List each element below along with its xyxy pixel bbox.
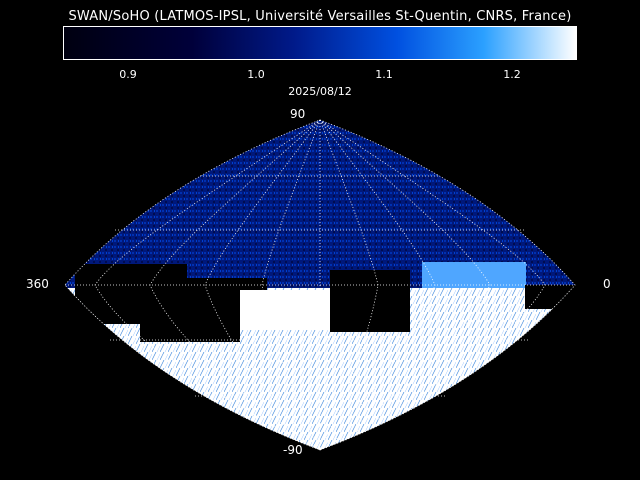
label-lat-top: 90 [290, 107, 306, 121]
colorbar-tick: 0.9 [119, 68, 137, 81]
label-lat-bottom: -90 [283, 443, 303, 457]
colorbar [63, 26, 577, 60]
colorbar-tick: 1.0 [247, 68, 265, 81]
colorbar-tick: 1.2 [503, 68, 521, 81]
label-lon-right: 0 [603, 277, 611, 291]
graticule [64, 119, 576, 451]
map-data [65, 120, 575, 450]
label-lon-left: 360 [26, 277, 49, 291]
colorbar-tick: 1.1 [375, 68, 393, 81]
map-title: SWAN/SoHO (LATMOS-IPSL, Université Versa… [68, 9, 572, 24]
observation-date: 2025/08/12 [288, 85, 352, 98]
